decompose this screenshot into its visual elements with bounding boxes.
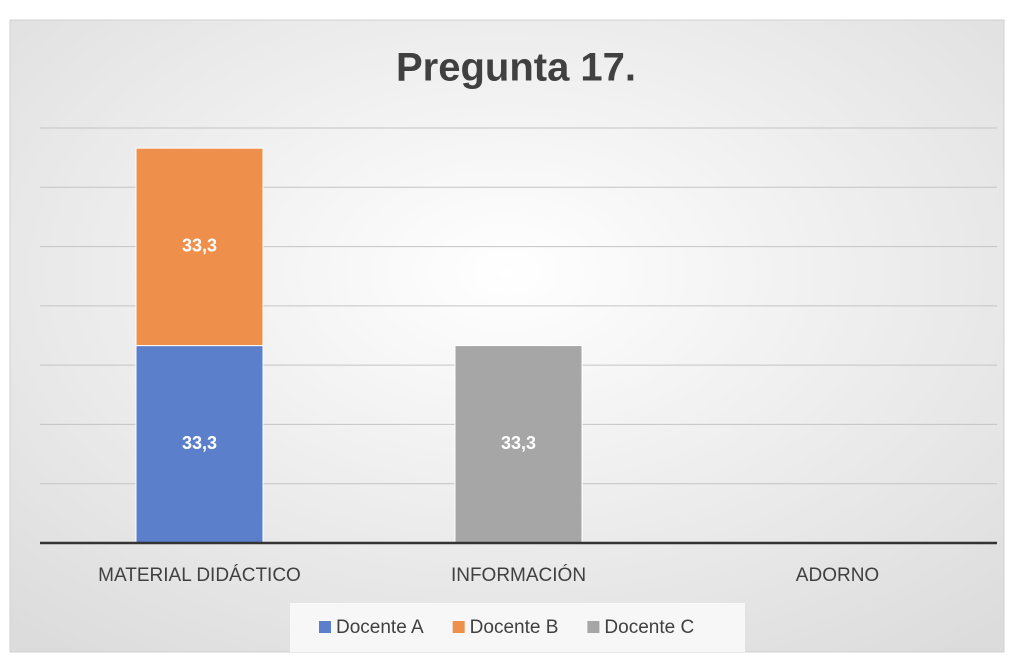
data-label: 33,3 (501, 433, 536, 453)
data-label: 33,3 (182, 433, 217, 453)
legend-box (290, 603, 745, 652)
legend-swatch (587, 621, 600, 633)
bar-segment (135, 147, 264, 347)
bar-segment (454, 345, 583, 544)
x-tick-label: INFORMACIÓN (451, 564, 586, 586)
data-label: 33,3 (182, 236, 217, 256)
legend-label: Docente A (336, 617, 424, 638)
legend-label: Docente C (604, 617, 694, 638)
bar-segment (135, 345, 264, 544)
labels: 33,3 33,3 33,3 (182, 236, 536, 453)
legend-swatch (319, 621, 331, 633)
bars (135, 147, 583, 544)
x-tick-label: MATERIAL DIDÁCTICO (98, 565, 301, 586)
x-tick-label: ADORNO (796, 565, 879, 586)
chart-title: Pregunta 17. (396, 46, 636, 90)
legend-swatch (452, 621, 465, 633)
legend-label: Docente B (470, 617, 559, 638)
